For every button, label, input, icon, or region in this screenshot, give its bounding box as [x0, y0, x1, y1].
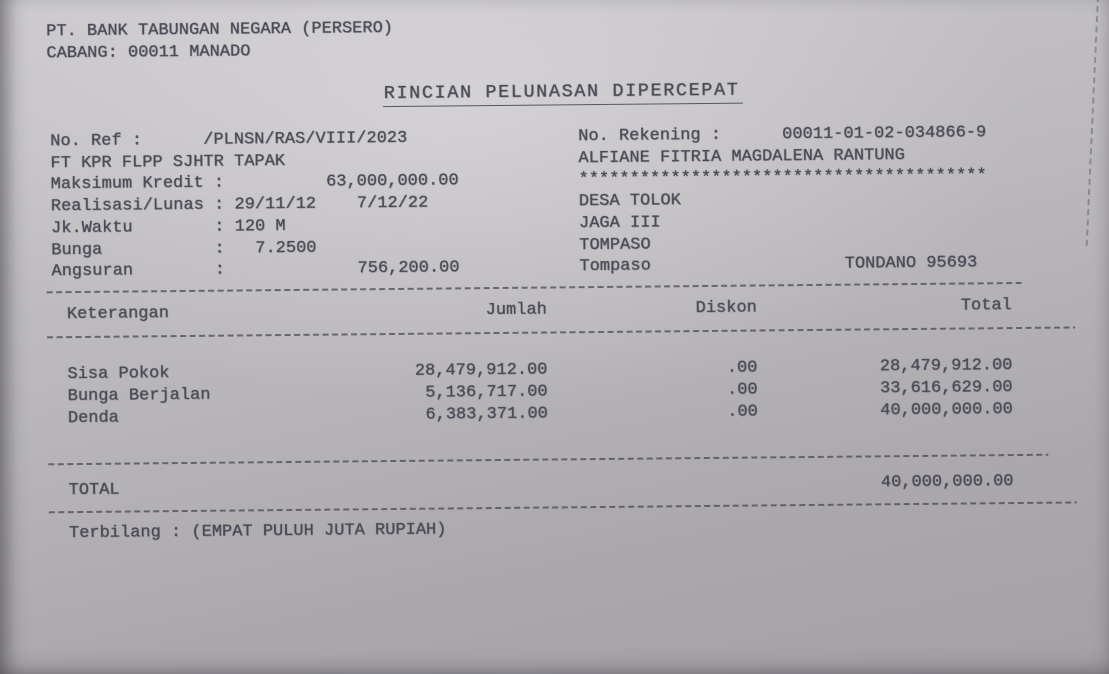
amount-in-words-line: Terbilang : (EMPAT PULUH JUTA RUPIAH): [68, 520, 447, 544]
loan-details: No. Ref : /PLNSN/RAS/VIII/2023 FT KPR FL…: [50, 127, 460, 283]
branch-line: CABANG: 00011 MANADO: [46, 42, 251, 64]
cell-diskon: .00: [727, 402, 758, 422]
header-diskon: Diskon: [695, 298, 757, 319]
table-header-row: Keterangan Jumlah Diskon Total: [67, 295, 1012, 326]
header-jumlah: Jumlah: [485, 300, 547, 321]
cell-diskon: .00: [726, 358, 758, 378]
cell-diskon: .00: [726, 380, 758, 400]
account-details: No. Rekening : 00011-01-02-034866-9 ALFI…: [578, 122, 988, 278]
loan-installment-line: Angsuran : 756,200.00: [51, 258, 460, 282]
total-value: 40,000,000.00: [880, 472, 1014, 493]
loan-ref-line: No. Ref : /PLNSN/RAS/VIII/2023: [50, 128, 408, 152]
divider-under-headers: [47, 326, 1076, 339]
header-total: Total: [960, 296, 1012, 316]
divider-above-total: [48, 453, 1049, 466]
address-city-line: Tompaso TONDANO 95693: [579, 253, 978, 277]
cell-jumlah: 28,479,912.00: [414, 360, 548, 381]
bank-name: PT. BANK TABUNGAN NEGARA (PERSERO): [46, 18, 394, 42]
asterisk-separator: ****************************************: [578, 166, 987, 190]
cell-keterangan: Sisa Pokok: [67, 364, 170, 385]
cell-jumlah: 5,136,717.00: [425, 382, 548, 403]
total-row: TOTAL 40,000,000.00: [68, 471, 1013, 502]
cell-total: 28,479,912.00: [879, 356, 1013, 377]
cell-keterangan: Denda: [67, 408, 119, 429]
account-number-line: No. Rekening : 00011-01-02-034866-9: [578, 123, 987, 147]
cell-total: 40,000,000.00: [880, 400, 1013, 421]
divider-top: [46, 281, 1022, 294]
document-title: RINCIAN PELUNASAN DIPERCEPAT: [382, 79, 743, 108]
loan-realization-line: Realisasi/Lunas : 29/11/12 7/12/22: [50, 193, 429, 217]
cell-keterangan: Bunga Berjalan: [67, 385, 211, 407]
total-label: TOTAL: [68, 480, 120, 501]
header-keterangan: Keterangan: [66, 304, 169, 325]
cell-total: 33,616,629.00: [879, 378, 1013, 399]
divider-below-total: [48, 501, 1077, 514]
cell-jumlah: 6,383,371.00: [425, 404, 548, 425]
bank-header: PT. BANK TABUNGAN NEGARA (PERSERO) CABAN…: [46, 18, 393, 65]
